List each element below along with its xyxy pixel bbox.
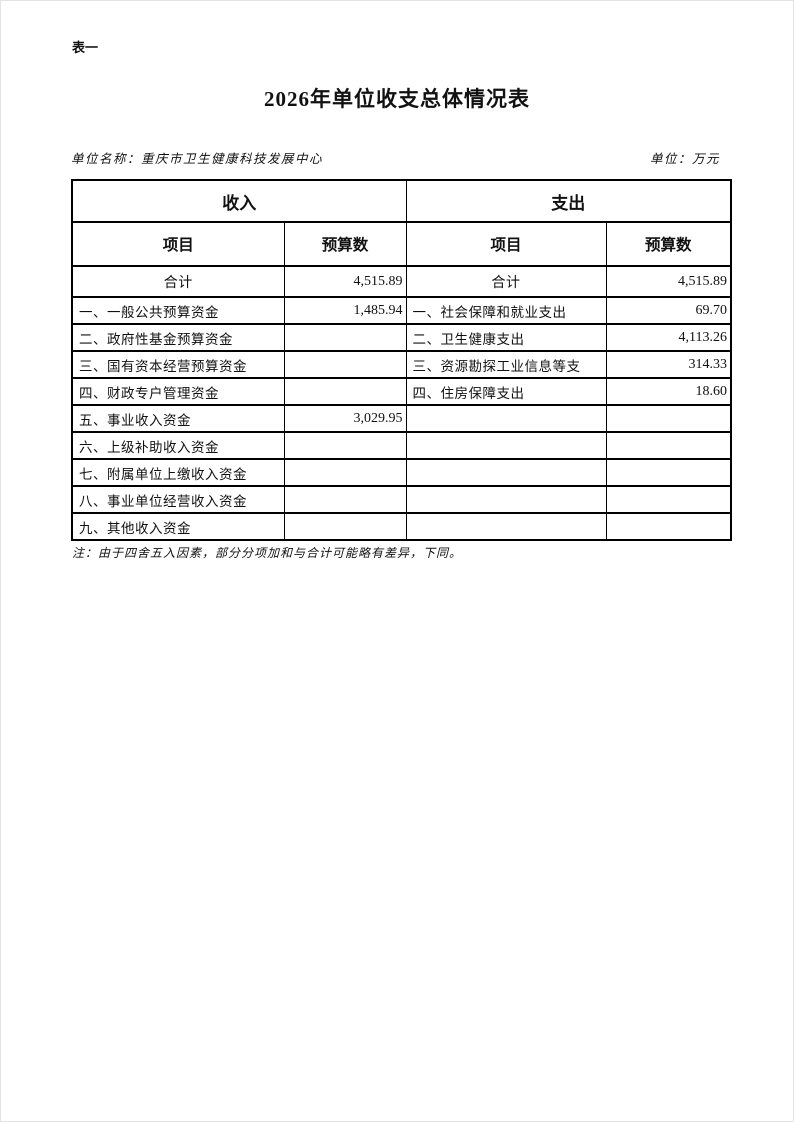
table-row: 七、附属单位上缴收入资金 [71,458,732,487]
income-item-cell: 六、上级补助收入资金 [71,431,285,460]
income-value-cell [283,350,407,379]
table-column-header-row: 项目 预算数 项目 预算数 [71,221,732,267]
income-value-cell [283,431,407,460]
table-meta-row: 单位名称：重庆市卫生健康科技发展中心 单位：万元 [71,148,728,167]
income-value-cell: 3,029.95 [283,404,407,433]
income-item-cell: 二、政府性基金预算资金 [71,323,285,352]
income-value-cell [283,458,407,487]
page-tag: 表一 [72,40,99,55]
expense-item-column-header: 项目 [405,221,607,267]
income-value-cell [283,512,407,541]
table-section-header-row: 收入 支出 [71,179,732,223]
table-row: 四、财政专户管理资金 四、住房保障支出 18.60 [71,377,732,406]
expense-item-cell: 一、社会保障和就业支出 [405,296,607,325]
expense-value-cell [605,512,732,541]
income-value-cell [283,323,407,352]
expense-value-cell: 69.70 [605,296,732,325]
income-item-cell: 一、一般公共预算资金 [71,296,285,325]
income-total-label-cell: 合计 [71,265,285,298]
total-row: 合计 4,515.89 合计 4,515.89 [71,265,732,298]
table-row: 八、事业单位经营收入资金 [71,485,732,514]
income-total-value-cell: 4,515.89 [283,265,407,298]
expense-total-label-cell: 合计 [405,265,607,298]
expense-value-column-header: 预算数 [605,221,732,267]
income-item-cell: 九、其他收入资金 [71,512,285,541]
expense-value-cell: 4,113.26 [605,323,732,352]
expense-value-cell: 18.60 [605,377,732,406]
table-row: 二、政府性基金预算资金 二、卫生健康支出 4,113.26 [71,323,732,352]
expense-total-value-cell: 4,515.89 [605,265,732,298]
expense-item-cell [405,431,607,460]
expense-value-cell [605,431,732,460]
expense-item-cell [405,404,607,433]
income-value-cell [283,485,407,514]
expense-section-header: 支出 [405,179,732,223]
table-row: 三、国有资本经营预算资金 三、资源勘探工业信息等支 314.33 [71,350,732,379]
expense-item-cell: 四、住房保障支出 [405,377,607,406]
income-value-cell [283,377,407,406]
expense-value-cell [605,404,732,433]
income-item-cell: 四、财政专户管理资金 [71,377,285,406]
expense-item-cell [405,485,607,514]
income-value-cell: 1,485.94 [283,296,407,325]
income-value-column-header: 预算数 [283,221,407,267]
income-item-cell: 三、国有资本经营预算资金 [71,350,285,379]
expense-value-cell [605,458,732,487]
table-row: 五、事业收入资金 3,029.95 [71,404,732,433]
income-item-cell: 七、附属单位上缴收入资金 [71,458,285,487]
unit-name-label: 单位名称：重庆市卫生健康科技发展中心 [71,152,324,166]
expense-value-cell [605,485,732,514]
expense-item-cell: 三、资源勘探工业信息等支 [405,350,607,379]
income-item-cell: 八、事业单位经营收入资金 [71,485,285,514]
table-row: 九、其他收入资金 [71,512,732,541]
page-title: 2026年单位收支总体情况表 [264,87,530,111]
expense-item-cell [405,458,607,487]
rounding-note: 注：由于四舍五入因素，部分分项加和与合计可能略有差异，下同。 [72,546,463,560]
income-section-header: 收入 [71,179,407,223]
currency-unit-label: 单位：万元 [649,152,720,166]
table-row: 六、上级补助收入资金 [71,431,732,460]
income-item-cell: 五、事业收入资金 [71,404,285,433]
table-row: 一、一般公共预算资金 1,485.94 一、社会保障和就业支出 69.70 [71,296,732,325]
expense-value-cell: 314.33 [605,350,732,379]
expense-item-cell: 二、卫生健康支出 [405,323,607,352]
income-item-column-header: 项目 [71,221,285,267]
expense-item-cell [405,512,607,541]
budget-summary-table: 收入 支出 项目 预算数 项目 预算数 合计 4,515.89 合计 4,515… [71,179,732,541]
